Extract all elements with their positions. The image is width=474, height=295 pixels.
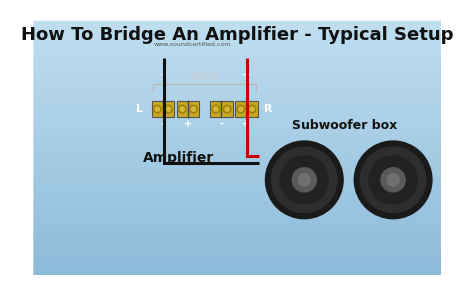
- Text: L: L: [136, 104, 143, 114]
- Circle shape: [225, 107, 229, 111]
- Text: Subwoofer box: Subwoofer box: [292, 119, 397, 132]
- Circle shape: [292, 168, 316, 192]
- Bar: [210, 101, 233, 117]
- Text: -: -: [161, 70, 165, 80]
- Bar: [52, 63, 306, 141]
- Bar: [235, 101, 258, 117]
- Circle shape: [250, 107, 254, 111]
- Text: +: +: [184, 119, 192, 129]
- Circle shape: [272, 147, 337, 213]
- Bar: [47, 141, 310, 150]
- Text: www.soundcertified.com: www.soundcertified.com: [154, 42, 231, 47]
- Circle shape: [298, 174, 310, 186]
- Circle shape: [212, 105, 220, 113]
- Text: +: +: [242, 119, 251, 129]
- Circle shape: [191, 107, 196, 111]
- Text: Amplifier: Amplifier: [143, 151, 214, 165]
- Circle shape: [280, 156, 328, 204]
- Bar: [177, 101, 199, 117]
- Text: -: -: [219, 119, 223, 129]
- Circle shape: [381, 168, 405, 192]
- Text: +: +: [242, 70, 251, 80]
- Bar: [266, 58, 306, 64]
- Circle shape: [223, 105, 231, 113]
- Circle shape: [164, 105, 173, 113]
- Text: BRIDGE: BRIDGE: [190, 73, 219, 82]
- Circle shape: [166, 107, 171, 111]
- Circle shape: [265, 141, 343, 219]
- Bar: [47, 148, 310, 151]
- Text: R: R: [264, 104, 272, 114]
- Text: -: -: [161, 119, 165, 129]
- Circle shape: [153, 105, 161, 113]
- Circle shape: [155, 107, 159, 111]
- Circle shape: [178, 105, 186, 113]
- Circle shape: [214, 107, 218, 111]
- Bar: [152, 101, 174, 117]
- Text: How To Bridge An Amplifier - Typical Setup: How To Bridge An Amplifier - Typical Set…: [21, 26, 453, 44]
- Circle shape: [360, 147, 426, 213]
- FancyBboxPatch shape: [254, 129, 436, 230]
- Circle shape: [239, 107, 243, 111]
- Circle shape: [237, 105, 245, 113]
- Circle shape: [369, 156, 417, 204]
- Circle shape: [354, 141, 432, 219]
- Circle shape: [387, 174, 399, 186]
- Circle shape: [180, 107, 184, 111]
- Bar: [52, 58, 141, 64]
- Circle shape: [190, 105, 197, 113]
- Circle shape: [248, 105, 256, 113]
